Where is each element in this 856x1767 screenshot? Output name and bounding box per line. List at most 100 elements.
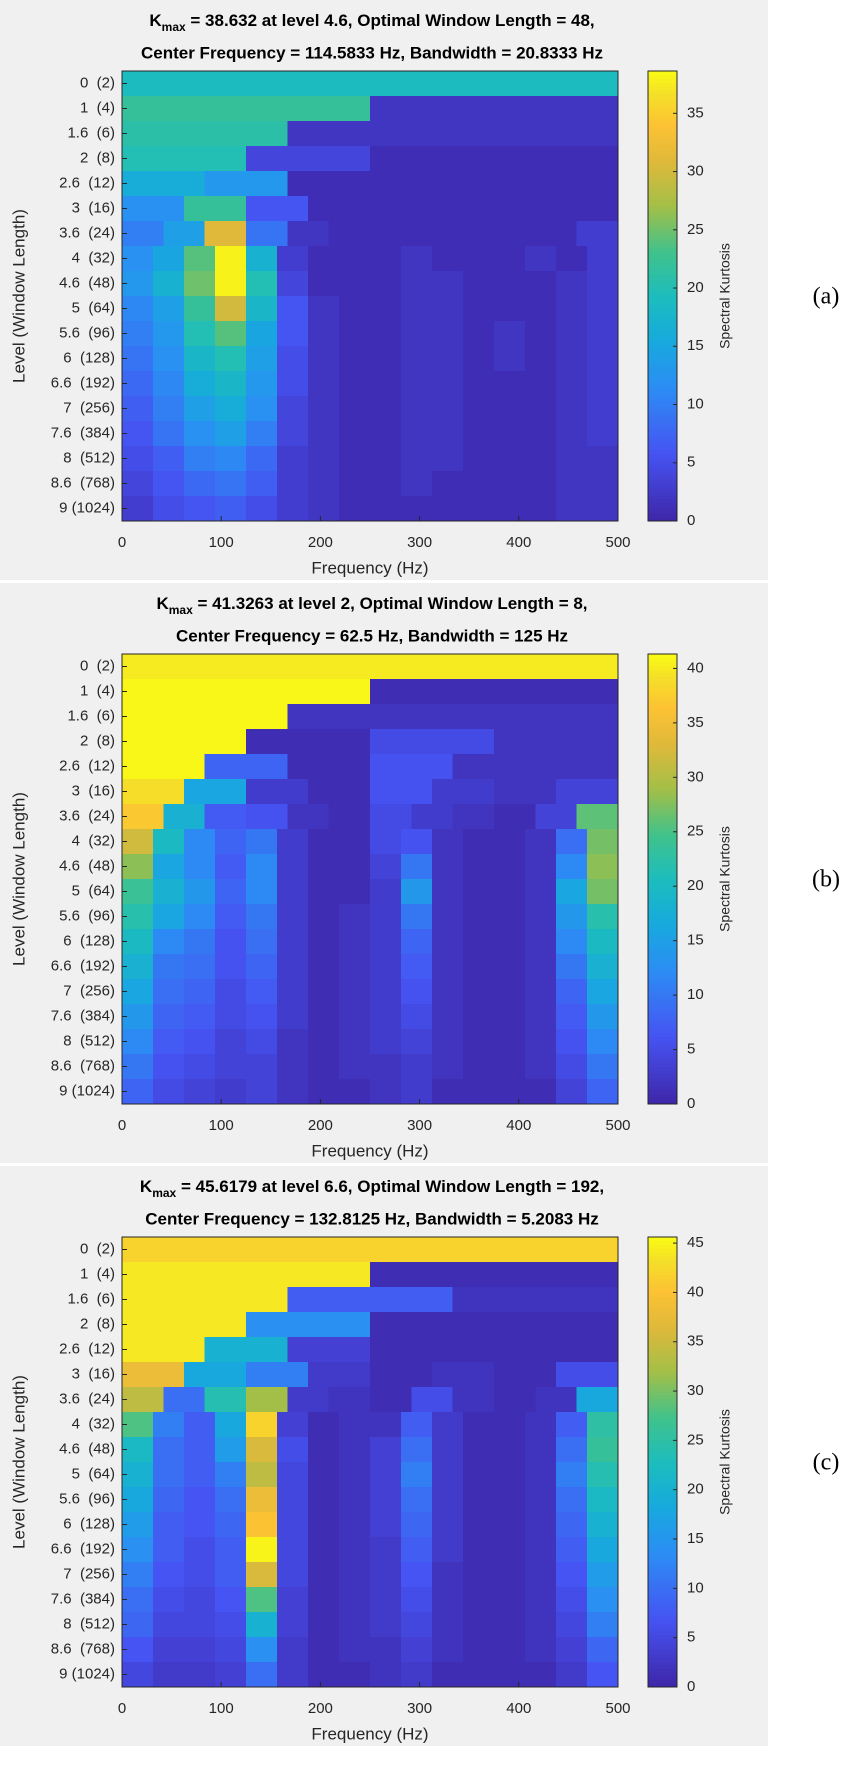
colorbar-swatch (648, 822, 677, 828)
colorbar-swatch (648, 1525, 677, 1531)
heatmap-cell (246, 1587, 278, 1613)
heatmap-cell (556, 1004, 588, 1030)
heatmap-cell (339, 1029, 371, 1055)
heatmap-cell (370, 1387, 412, 1413)
colorbar-tick-label: 0 (687, 1095, 695, 1112)
y-tick-label: 9 (1024) (59, 499, 115, 516)
heatmap-cell (556, 321, 588, 347)
heatmap-cell (587, 471, 619, 497)
heatmap-cell (184, 1437, 216, 1463)
y-tick-label: 7.6 (384) (51, 1007, 115, 1024)
heatmap-cell (246, 396, 278, 422)
colorbar-swatch (648, 341, 677, 346)
heatmap-cell (122, 271, 154, 297)
heatmap-cell (308, 1004, 340, 1030)
chart-title: Kmax = 45.6179 at level 6.6, Optimal Win… (140, 1177, 604, 1200)
y-tick-label: 0 (2) (80, 657, 115, 674)
heatmap-cell (277, 979, 309, 1005)
heatmap-cell (401, 421, 433, 447)
heatmap-cell (277, 1512, 309, 1538)
heatmap-cell (153, 1412, 185, 1438)
colorbar-swatch (648, 82, 677, 87)
colorbar-swatch (648, 717, 677, 723)
title-symbol: K (156, 594, 169, 613)
heatmap-cell (401, 471, 433, 497)
heatmap-cell (215, 1537, 247, 1563)
heatmap-cell (215, 1487, 247, 1513)
heatmap-cell (246, 471, 278, 497)
heatmap-cell (122, 1337, 206, 1363)
colorbar-swatch (648, 834, 677, 839)
heatmap-cell (215, 904, 247, 930)
heatmap-cell (587, 1054, 619, 1080)
colorbar-swatch (648, 1507, 677, 1512)
colorbar-swatch (648, 1672, 677, 1677)
chart-subtitle: Center Frequency = 132.8125 Hz, Bandwidt… (145, 1209, 599, 1228)
colorbar-swatch (648, 1338, 677, 1343)
heatmap-cell (122, 96, 371, 122)
colorbar-swatch (648, 101, 677, 106)
heatmap-cell (339, 854, 371, 880)
colorbar-swatch (648, 1077, 677, 1083)
heatmap-cell (370, 1262, 619, 1288)
heatmap-cell (556, 396, 588, 422)
heatmap-cell (401, 1054, 433, 1080)
heatmap-cell (432, 1562, 464, 1588)
colorbar-swatch (648, 221, 677, 226)
heatmap-cell (494, 929, 526, 955)
heatmap-cell (494, 496, 526, 522)
colorbar-swatch (648, 1349, 677, 1354)
y-tick-label: 0 (2) (80, 1240, 115, 1257)
y-tick-label: 3 (16) (72, 782, 115, 799)
colorbar-swatch (648, 453, 677, 458)
heatmap-cell (587, 1537, 619, 1563)
colorbar-swatch (648, 146, 677, 151)
colorbar-swatch (648, 732, 677, 738)
colorbar-frame (647, 1236, 678, 1688)
colorbar-swatch (648, 149, 677, 155)
heatmap-cell (339, 446, 371, 472)
heatmap-cell (432, 1462, 464, 1488)
x-tick-label: 400 (506, 1117, 531, 1134)
plot-frame (121, 70, 619, 522)
colorbar-swatch (648, 1495, 677, 1501)
heatmap-cell (246, 929, 278, 955)
colorbar-tick-label: 15 (687, 1530, 704, 1547)
heatmap-cell (370, 1312, 495, 1338)
colorbar-swatch (648, 1330, 677, 1336)
heatmap-cell (463, 904, 495, 930)
heatmap-cell (525, 879, 557, 905)
colorbar-swatch (648, 1537, 677, 1542)
heatmap-cell (246, 1437, 278, 1463)
colorbar-swatch (648, 176, 677, 181)
heatmap-cell (494, 446, 526, 472)
colorbar-swatch (648, 1420, 677, 1426)
heatmap-cell (215, 1512, 247, 1538)
colorbar-swatch (648, 232, 677, 237)
heatmap-cell (525, 321, 557, 347)
heatmap-cell (494, 1462, 526, 1488)
colorbar-swatch (648, 86, 677, 91)
heatmap-cell (463, 446, 495, 472)
heatmap-cell (463, 879, 495, 905)
colorbar-swatch (648, 1327, 677, 1332)
y-axis-label: Level (Window Length) (9, 792, 28, 966)
colorbar-swatch (648, 131, 677, 136)
heatmap-cell (494, 1412, 526, 1438)
heatmap-cell (401, 1512, 433, 1538)
heatmap-cell (277, 1462, 309, 1488)
x-tick-label: 200 (308, 1117, 333, 1134)
colorbar-swatch (648, 1081, 677, 1086)
colorbar-swatch (648, 374, 677, 380)
heatmap-cell (339, 1412, 371, 1438)
colorbar-swatch (648, 161, 677, 166)
colorbar-swatch (648, 999, 677, 1004)
colorbar-swatch (648, 1447, 677, 1452)
heatmap-cell (339, 979, 371, 1005)
y-tick-label: 6 (128) (63, 932, 115, 949)
colorbar-swatch (648, 1660, 677, 1666)
heatmap-cell (339, 321, 371, 347)
heatmap-cell (370, 171, 454, 197)
heatmap-cell (184, 1004, 216, 1030)
heatmap-cell (556, 346, 588, 372)
